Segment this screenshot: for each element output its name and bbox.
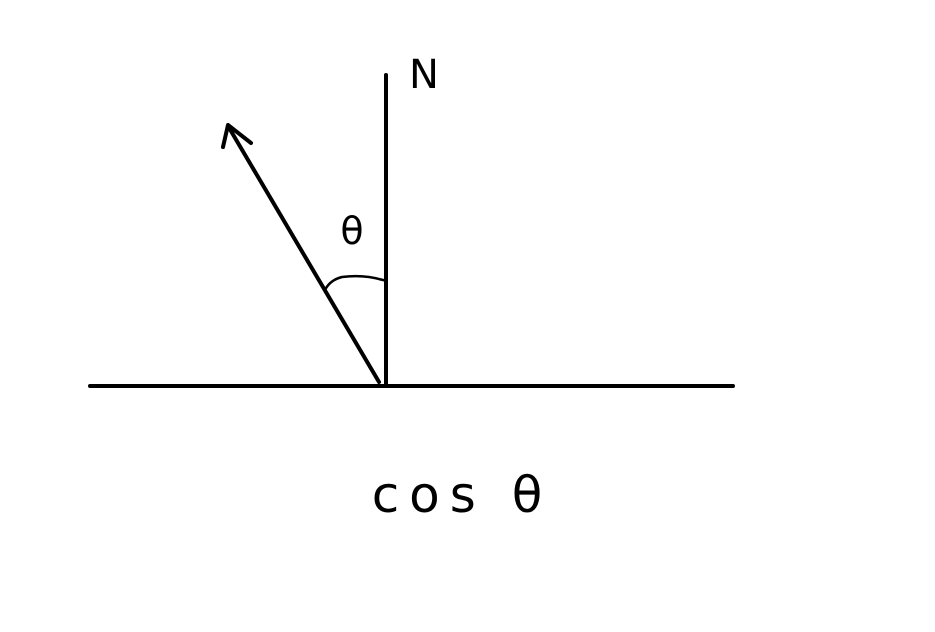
angle-label: θ (340, 209, 363, 253)
vector-arrowhead (221, 123, 253, 149)
formula-label: cos θ (372, 466, 553, 524)
vector-arrow-shaft (226, 124, 381, 384)
angle-arc (323, 274, 388, 292)
normal-label: N (409, 52, 439, 98)
